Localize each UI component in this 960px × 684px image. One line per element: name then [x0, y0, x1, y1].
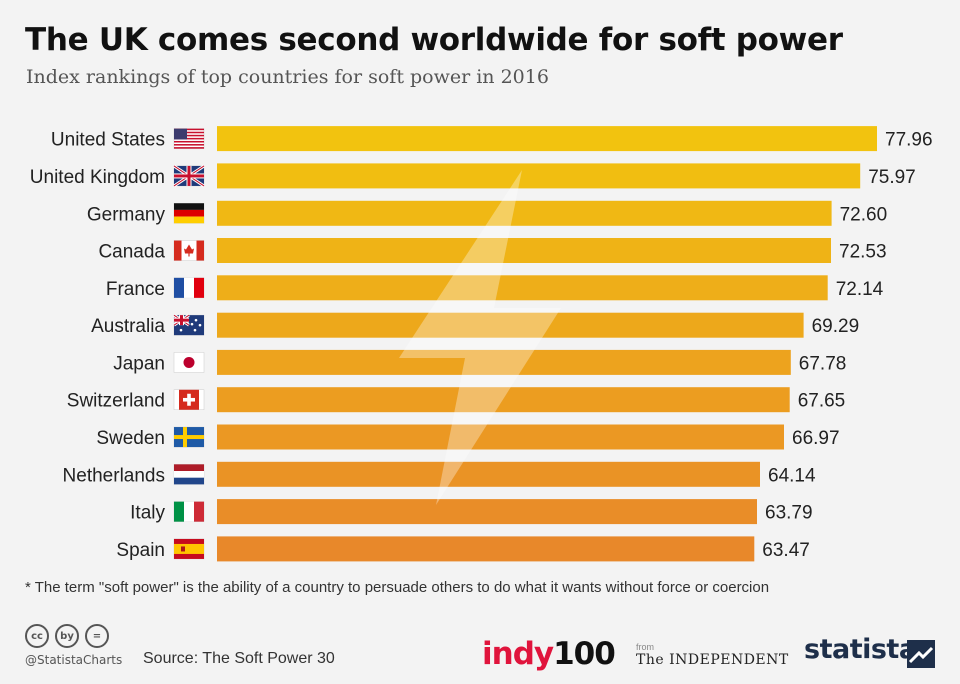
- bar: [217, 200, 832, 226]
- value-label: 64.14: [768, 465, 816, 486]
- chart-title: The UK comes second worldwide for soft p…: [25, 22, 843, 58]
- au-flag-icon: [173, 313, 205, 336]
- value-label: 75.97: [868, 167, 916, 188]
- bar: [217, 499, 757, 525]
- statista-logo: statista: [804, 634, 917, 665]
- category-label: Spain: [116, 540, 165, 561]
- category-label: Sweden: [96, 428, 165, 449]
- se-flag-icon: [173, 426, 205, 448]
- es-flag-icon: [173, 538, 205, 560]
- category-label: Switzerland: [67, 391, 165, 412]
- value-label: 69.29: [812, 316, 860, 337]
- footnote: * The term "soft power" is the ability o…: [25, 579, 770, 596]
- category-label: Italy: [130, 503, 165, 524]
- bar-chart: 77.96 United States 75.97 United Kingdom 72.…: [30, 126, 933, 562]
- category-label: Australia: [91, 316, 165, 337]
- us-flag-icon: [173, 128, 205, 149]
- value-label: 67.78: [799, 353, 847, 374]
- category-label: United Kingdom: [30, 167, 165, 188]
- bar: [217, 275, 828, 301]
- ca-flag-icon: [173, 240, 205, 261]
- no-derivatives-icon: =: [85, 624, 109, 648]
- fr-flag-icon: [173, 277, 205, 299]
- statista-handle: @StatistaCharts: [25, 653, 123, 667]
- chart-subtitle: Index rankings of top countries for soft…: [26, 66, 549, 88]
- value-label: 63.79: [765, 503, 813, 524]
- bar: [217, 387, 790, 413]
- independent-logo: The INDEPENDENT: [636, 652, 789, 668]
- source-text: Source: The Soft Power 30: [143, 650, 335, 667]
- category-label: Germany: [87, 204, 166, 225]
- indy-logo-number: 100: [553, 636, 616, 672]
- value-label: 66.97: [792, 428, 840, 449]
- bar: [217, 126, 877, 152]
- value-label: 67.65: [798, 391, 846, 412]
- bar: [217, 163, 861, 189]
- bar: [217, 312, 804, 338]
- nl-flag-icon: [173, 464, 205, 485]
- uk-flag-icon: [173, 164, 205, 188]
- value-label: 72.53: [839, 242, 887, 263]
- attribution-icon: by: [55, 624, 79, 648]
- bar: [217, 238, 831, 263]
- ch-flag-icon: [173, 389, 205, 410]
- it-flag-icon: [173, 501, 205, 522]
- value-label: 72.14: [836, 279, 884, 300]
- cc-icon: cc: [25, 624, 49, 648]
- value-label: 63.47: [762, 540, 810, 561]
- bar: [217, 536, 755, 562]
- indy-logo-part: indy: [482, 636, 554, 672]
- statista-mark-icon: [907, 640, 935, 668]
- indy100-logo: indy100: [482, 636, 616, 672]
- bar: [217, 349, 791, 375]
- lightning-bolt-icon: [399, 170, 561, 505]
- value-label: 77.96: [885, 130, 933, 151]
- license-icons: cc by =: [25, 624, 109, 648]
- jp-flag-icon: [173, 352, 205, 373]
- bar: [217, 424, 784, 450]
- category-label: Netherlands: [63, 465, 165, 486]
- category-label: United States: [51, 130, 165, 151]
- category-label: Japan: [113, 353, 165, 374]
- independent-from-label: from: [636, 642, 654, 652]
- bar: [217, 461, 760, 487]
- category-label: France: [106, 279, 165, 300]
- de-flag-icon: [173, 203, 205, 224]
- value-label: 72.60: [840, 204, 888, 225]
- category-label: Canada: [98, 242, 165, 263]
